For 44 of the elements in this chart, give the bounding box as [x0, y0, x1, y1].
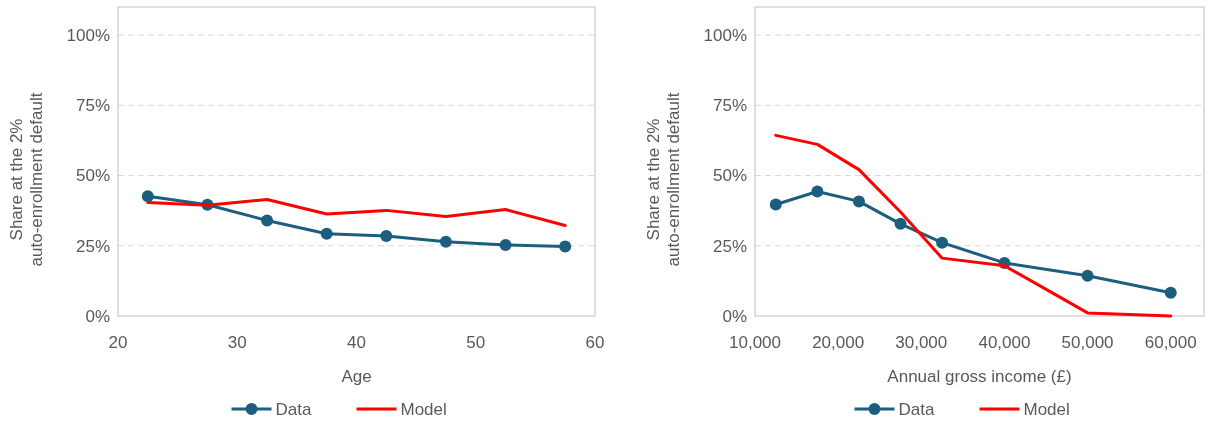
legend-label: Model	[1023, 399, 1070, 419]
x-tick-label: 40	[347, 333, 366, 352]
x-axis-title: Annual gross income (£)	[887, 367, 1072, 386]
y-tick-label: 50%	[75, 166, 110, 186]
y-tick-label: 100%	[703, 26, 747, 46]
y-axis-title: Share at the 2% auto-enrollment default	[7, 92, 47, 267]
x-tick-label: 60,000	[1144, 333, 1197, 352]
point	[380, 229, 393, 242]
point	[559, 240, 572, 253]
y-tick-label: 25%	[75, 236, 110, 256]
y-tick-label: 50%	[712, 166, 747, 186]
point	[852, 195, 865, 208]
point	[499, 238, 512, 251]
legend-label: Model	[400, 399, 447, 419]
y-tick-label: 0%	[85, 306, 110, 326]
point	[320, 227, 333, 240]
y-axis-title: Share at the 2% auto-enrollment default	[644, 92, 684, 267]
y-tick-label: 75%	[75, 96, 110, 116]
x-tick-label: 50	[466, 333, 486, 352]
x-tick-label: 60	[585, 333, 605, 352]
x-tick-label: 30,000	[895, 333, 948, 352]
point	[769, 198, 782, 211]
x-tick-label: 20	[108, 333, 128, 352]
y-tick-label: 0%	[722, 306, 747, 326]
x-tick-label: 40,000	[978, 333, 1031, 352]
y-tick-label: 100%	[66, 26, 110, 46]
point	[1164, 286, 1177, 299]
point	[1081, 269, 1094, 282]
legend-label: Data	[275, 399, 312, 419]
point	[894, 217, 907, 230]
x-tick-label: 30	[227, 333, 247, 352]
y-tick-label: 25%	[712, 236, 747, 256]
point	[141, 190, 154, 203]
point	[936, 236, 949, 249]
x-tick-label: 50,000	[1061, 333, 1114, 352]
y-tick-label: 75%	[712, 96, 747, 116]
legend-label: Data	[898, 399, 935, 419]
line-series	[774, 133, 1173, 318]
point	[811, 185, 824, 198]
point	[261, 214, 274, 227]
x-tick-label: 20,000	[812, 333, 865, 352]
x-tick-label: 10,000	[729, 333, 781, 352]
x-axis-title: Age	[341, 367, 372, 386]
point	[439, 235, 452, 248]
